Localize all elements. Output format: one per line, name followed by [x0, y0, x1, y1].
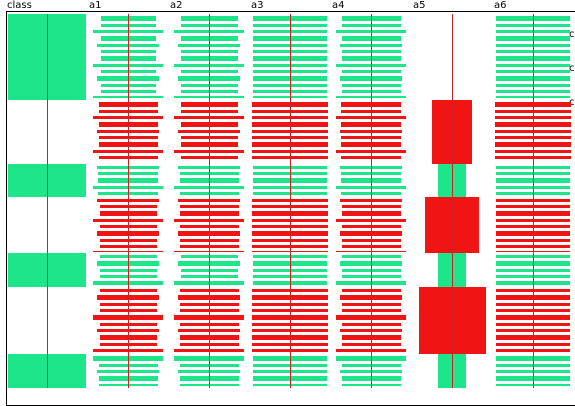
left-frame-line — [6, 11, 7, 406]
edge-label: c — [569, 64, 575, 74]
edge-label: c — [569, 30, 575, 40]
a2-axis-line — [209, 14, 210, 388]
class-axis-line — [47, 14, 48, 388]
column-header-class[interactable]: class — [7, 0, 32, 11]
column-header-a6[interactable]: a6 — [494, 0, 507, 11]
a6-axis-line — [533, 14, 534, 388]
a5-axis-line — [452, 14, 453, 388]
column-header-a1[interactable]: a1 — [89, 0, 102, 11]
column-header-a5[interactable]: a5 — [413, 0, 426, 11]
column-header-a4[interactable]: a4 — [332, 0, 345, 11]
column-header-a2[interactable]: a2 — [170, 0, 183, 11]
a4-axis-line — [371, 14, 372, 388]
top-frame-line — [6, 11, 575, 12]
column-header-a3[interactable]: a3 — [251, 0, 264, 11]
a3-axis-line — [290, 14, 291, 388]
a1-axis-line — [128, 14, 129, 388]
edge-label: c — [569, 98, 575, 108]
